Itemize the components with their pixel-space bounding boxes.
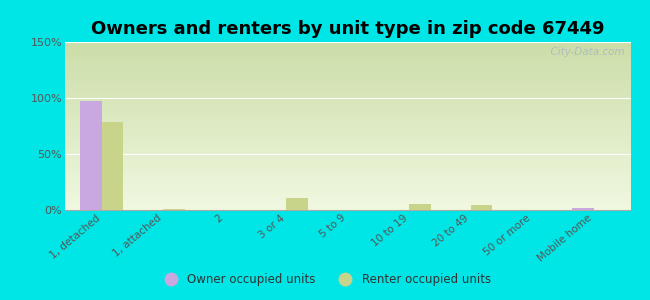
Title: Owners and renters by unit type in zip code 67449: Owners and renters by unit type in zip c… <box>91 20 604 38</box>
Bar <box>410 204 431 210</box>
Legend: Owner occupied units, Renter occupied units: Owner occupied units, Renter occupied un… <box>154 269 496 291</box>
Bar <box>572 208 593 210</box>
Bar <box>471 205 492 210</box>
Bar <box>286 198 308 210</box>
Bar <box>163 209 185 210</box>
Bar <box>102 122 124 210</box>
Text: City-Data.com: City-Data.com <box>544 47 625 57</box>
Bar <box>81 101 102 210</box>
